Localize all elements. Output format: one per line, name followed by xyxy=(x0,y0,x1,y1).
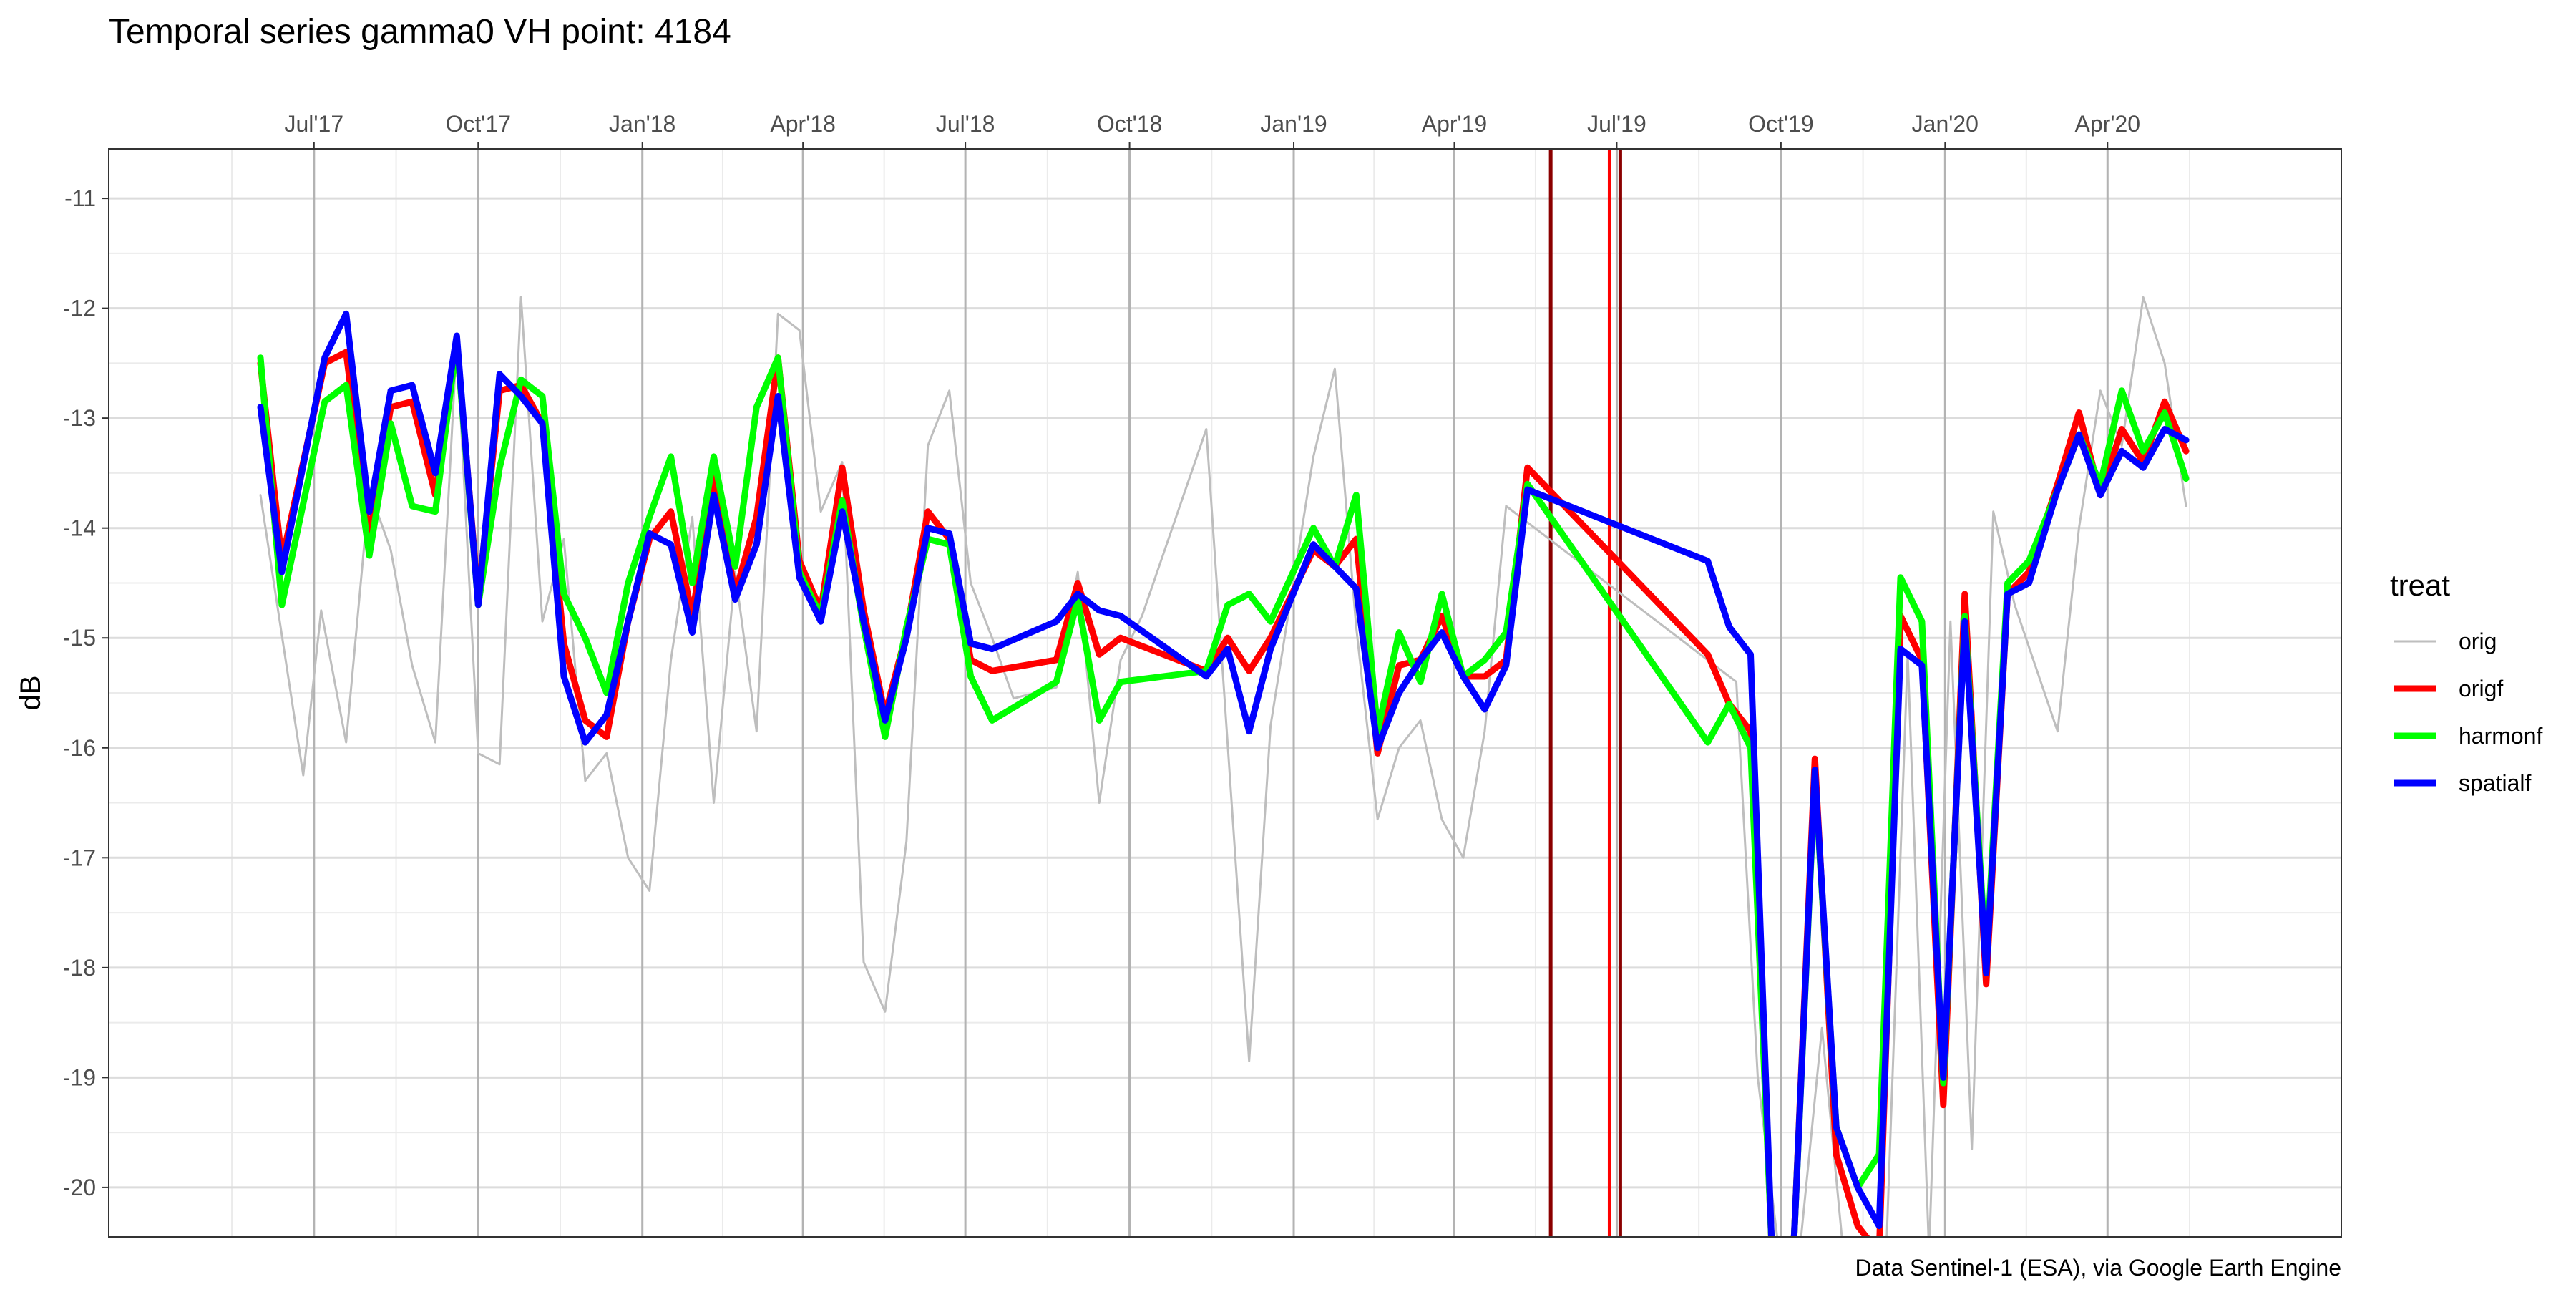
x-tick-label: Jul'18 xyxy=(936,111,995,137)
series-line-harmonf xyxy=(257,338,2190,1237)
y-tick-label: -15 xyxy=(63,625,96,651)
y-tick-label: -12 xyxy=(63,296,96,321)
x-tick-label: Oct'18 xyxy=(1097,111,1162,137)
y-tick-label: -20 xyxy=(63,1175,96,1200)
y-axis-title: dB xyxy=(15,676,47,711)
y-tick-label: -19 xyxy=(63,1064,96,1090)
y-tick-label: -13 xyxy=(63,405,96,431)
x-tick-label: Jan'19 xyxy=(1260,111,1327,137)
series-line-orig xyxy=(259,296,2187,1237)
x-tick-label: Jan'18 xyxy=(609,111,675,137)
event-lines xyxy=(1548,149,1622,1237)
x-tick-label: Oct'19 xyxy=(1748,111,1813,137)
x-tick-label: Jul'17 xyxy=(285,111,344,137)
x-tick-label: Jan'20 xyxy=(1912,111,1979,137)
minor-gridlines xyxy=(109,149,2341,1237)
legend-label-origf: origf xyxy=(2459,676,2503,701)
chart-title: Temporal series gamma0 VH point: 4184 xyxy=(109,13,731,51)
series-layer xyxy=(257,296,2190,1237)
x-axis-ticks: Jul'17 Oct'17 Jan'18 Apr'18 Jul'18 Oct'18 Jan'… xyxy=(285,111,2141,149)
legend-label-orig: orig xyxy=(2459,628,2497,654)
y-axis-ticks: -11 -12 -13 -14 -15 -16 -17 -18 -19 -20 xyxy=(63,185,109,1200)
y-tick-label: -14 xyxy=(63,515,96,541)
y-tick-label: -17 xyxy=(63,845,96,870)
y-tick-label: -18 xyxy=(63,955,96,981)
legend-label-harmonf: harmonf xyxy=(2459,723,2543,749)
legend-items: orig origf harmonf spatialf xyxy=(2394,628,2543,796)
legend: treat orig origf harmonf spatialf xyxy=(2390,568,2543,796)
chart-caption: Data Sentinel-1 (ESA), via Google Earth … xyxy=(1855,1255,2341,1281)
y-tick-label: -16 xyxy=(63,735,96,761)
y-tick-label: -11 xyxy=(64,185,96,211)
legend-title: treat xyxy=(2390,568,2450,602)
plot-border xyxy=(108,148,2342,1238)
x-tick-label: Apr'20 xyxy=(2075,111,2141,137)
major-gridlines xyxy=(109,149,2341,1237)
x-tick-label: Apr'19 xyxy=(1422,111,1488,137)
x-tick-label: Oct'17 xyxy=(446,111,511,137)
x-tick-label: Apr'18 xyxy=(770,111,836,137)
x-tick-label: Jul'19 xyxy=(1587,111,1646,137)
series-line-spatialf xyxy=(257,310,2190,1237)
legend-label-spatialf: spatialf xyxy=(2459,770,2532,796)
